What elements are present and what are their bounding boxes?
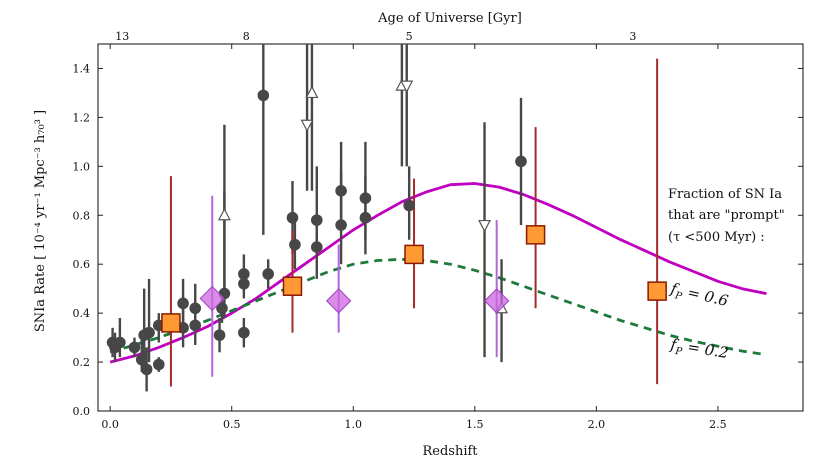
data-point-circle <box>515 155 527 168</box>
curve-label-fp-0.2-sub: P <box>673 346 683 358</box>
plot-area <box>97 43 804 412</box>
curve-label-fp-0.6-sub: P <box>673 290 683 303</box>
top-axis-label: Age of Universe [Gyr] <box>377 11 522 26</box>
y-tick-label: 0.8 <box>73 209 91 222</box>
data-point-diamond <box>483 288 510 314</box>
data-point-circle <box>177 297 189 310</box>
note-line-2: that are "prompt" <box>668 208 785 223</box>
y-tick-label: 1.4 <box>73 62 91 75</box>
data-point-triangle-down <box>400 80 414 93</box>
plot-frame <box>97 43 804 412</box>
note-line-1: Fraction of SN Ia <box>668 187 782 202</box>
data-point-circle <box>257 89 270 102</box>
note-line-3: (τ <500 Myr) : <box>668 230 765 245</box>
data-point-circle <box>213 329 226 341</box>
data-point-triangle-down <box>300 119 314 133</box>
x-tick-label: 1.5 <box>466 418 484 431</box>
data-point-square <box>161 313 181 333</box>
data-point-diamond <box>199 285 225 312</box>
y-axis-label: SNIa Rate [ 10⁻⁴ yr⁻¹ Mpc⁻³ h₇₀³ ] <box>33 110 48 332</box>
data-point-circle <box>335 185 347 197</box>
data-point-circle <box>310 241 323 253</box>
x-tick-label: 1.0 <box>345 418 363 431</box>
top-tick-label: 3 <box>629 30 636 43</box>
data-point-circle <box>335 219 347 231</box>
data-point-circle <box>359 211 372 224</box>
x-axis-label: Redshift <box>422 444 478 459</box>
data-point-circle <box>143 326 155 339</box>
x-tick-label: 0.5 <box>223 418 241 431</box>
data-point-circle <box>189 302 202 315</box>
data-point-circle <box>189 319 202 332</box>
data-point-circle <box>359 192 372 204</box>
top-tick-label: 13 <box>115 30 129 43</box>
data-point-circle <box>289 238 301 251</box>
data-point-square <box>525 225 546 245</box>
data-point-square <box>282 276 303 296</box>
data-point-circle <box>135 353 148 366</box>
data-point-square <box>647 281 667 301</box>
data-point-triangle-up <box>305 85 319 99</box>
y-tick-label: 1.0 <box>73 160 91 173</box>
data-point-circle <box>403 199 415 212</box>
top-tick-label: 8 <box>243 30 250 43</box>
data-point-circle <box>238 268 250 280</box>
axes: 0.0 0.5 1.0 1.5 2.0 2.5 0.0 0.2 0.4 0.6 0.8 1.0 1.2 1… <box>73 30 803 431</box>
data-point-circle <box>238 277 250 290</box>
data-point-circle <box>152 358 165 371</box>
data-point-triangle-up <box>217 207 231 221</box>
curve-label-fp-0.2-f: f <box>668 335 680 354</box>
data-point-circle <box>262 268 274 280</box>
data-point-circle <box>140 363 153 376</box>
data-point-circle <box>128 341 141 354</box>
data-point-circle <box>238 326 250 339</box>
top-tick-label: 5 <box>406 30 413 43</box>
y-tick-label: 0.2 <box>73 356 91 369</box>
data-point-circle <box>310 214 323 226</box>
y-tick-label: 0.4 <box>73 307 91 320</box>
data-point-circle <box>216 302 228 315</box>
y-tick-label: 1.2 <box>73 111 91 124</box>
data-point-diamond <box>325 288 352 314</box>
data-point-triangle-down <box>478 219 492 233</box>
data-markers <box>106 78 667 376</box>
data-point-circle <box>286 211 299 224</box>
prompt-fraction-note: Fraction of SN Ia that are "prompt" (τ <… <box>668 187 785 245</box>
y-tick-label: 0.6 <box>73 258 91 271</box>
x-tick-label: 2.0 <box>588 418 606 431</box>
y-tick-label: 0.0 <box>73 405 91 418</box>
data-point-circle <box>114 336 126 349</box>
x-tick-label: 2.5 <box>709 418 727 431</box>
x-tick-label: 0.0 <box>101 418 119 431</box>
data-point-square <box>404 244 424 265</box>
